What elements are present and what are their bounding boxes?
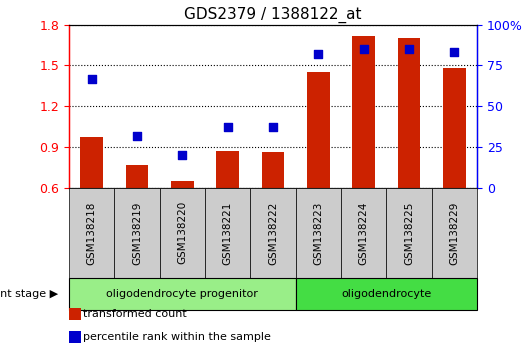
Point [87, 76, 96, 81]
Bar [296, 278, 477, 310]
Point [359, 46, 368, 52]
Bar [160, 188, 205, 278]
Point [223, 125, 232, 130]
Text: GSM138218: GSM138218 [86, 201, 96, 264]
Bar [171, 181, 193, 188]
Bar [443, 68, 466, 188]
Bar [262, 152, 284, 188]
Bar [205, 188, 250, 278]
Bar [307, 72, 330, 188]
Text: GSM138223: GSM138223 [313, 201, 323, 264]
Bar [69, 278, 296, 310]
Text: oligodendrocyte: oligodendrocyte [341, 289, 431, 299]
Bar [126, 165, 148, 188]
Bar [80, 137, 103, 188]
Bar [386, 188, 431, 278]
Text: transformed count: transformed count [83, 309, 187, 319]
Text: percentile rank within the sample: percentile rank within the sample [83, 332, 271, 342]
Bar [398, 38, 420, 188]
Bar [250, 188, 296, 278]
Text: GSM138219: GSM138219 [132, 201, 142, 264]
Bar [341, 188, 386, 278]
Point [132, 133, 141, 138]
Bar [352, 36, 375, 188]
Text: GSM138220: GSM138220 [177, 201, 187, 264]
Text: development stage ▶: development stage ▶ [0, 289, 58, 299]
Text: GSM138229: GSM138229 [449, 201, 460, 264]
Bar [296, 188, 341, 278]
Text: GSM138224: GSM138224 [359, 201, 369, 264]
Bar [69, 188, 114, 278]
Text: oligodendrocyte progenitor: oligodendrocyte progenitor [107, 289, 258, 299]
Text: GSM138222: GSM138222 [268, 201, 278, 264]
Bar [216, 151, 239, 188]
Point [405, 46, 413, 52]
Text: GSM138221: GSM138221 [223, 201, 233, 264]
Bar [431, 188, 477, 278]
Point [450, 50, 458, 55]
Point [178, 152, 187, 158]
Text: GSM138225: GSM138225 [404, 201, 414, 264]
Bar [114, 188, 160, 278]
Point [269, 125, 277, 130]
Point [314, 51, 323, 57]
Title: GDS2379 / 1388122_at: GDS2379 / 1388122_at [184, 7, 361, 23]
